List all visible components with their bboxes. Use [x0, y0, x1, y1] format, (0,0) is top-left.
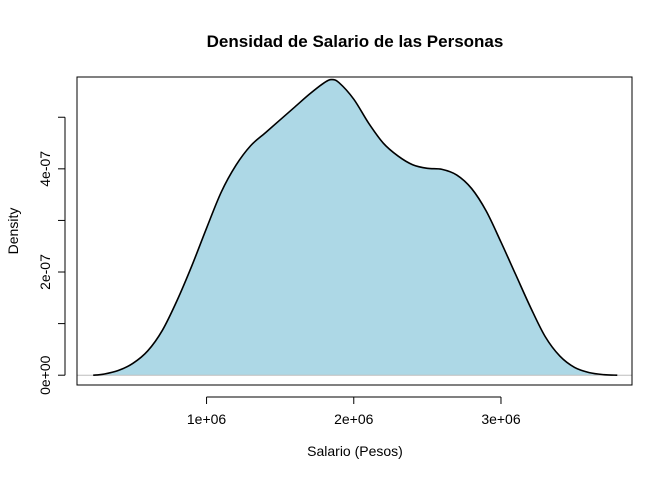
- x-tick-label: 2e+06: [334, 411, 374, 427]
- y-axis: 0e+00 2e-07 4e-07: [37, 116, 66, 395]
- y-tick-label: 4e-07: [37, 151, 53, 187]
- x-tick-label: 1e+06: [187, 411, 227, 427]
- density-curve: [93, 78, 618, 376]
- chart-title: Densidad de Salario de las Personas: [207, 32, 504, 51]
- x-axis: 1e+06 2e+06 3e+06: [187, 396, 521, 427]
- x-tick-label: 3e+06: [481, 411, 521, 427]
- y-axis-label: Density: [5, 208, 21, 255]
- plot-area: [77, 78, 632, 376]
- x-axis-label: Salario (Pesos): [307, 443, 403, 459]
- plot-frame: [76, 76, 633, 386]
- y-tick-label: 2e-07: [37, 254, 53, 290]
- y-tick-label: 0e+00: [37, 355, 53, 395]
- density-fill-area: [93, 79, 618, 376]
